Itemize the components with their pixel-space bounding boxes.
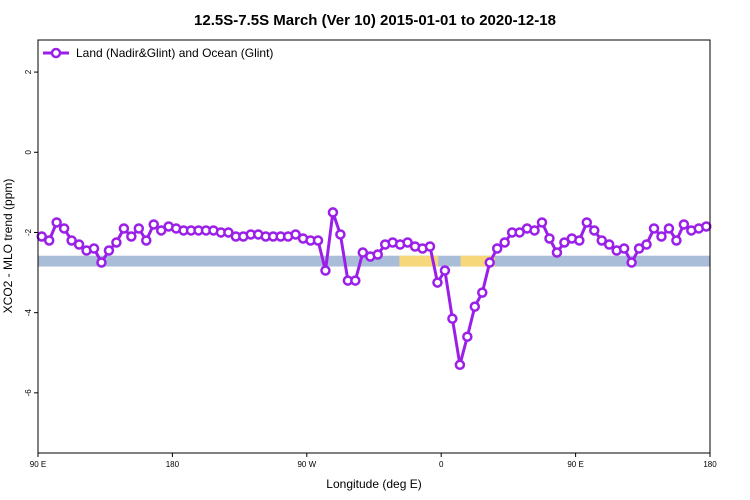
data-point: [320, 265, 331, 276]
data-point: [118, 223, 130, 234]
y-axis: 2 0 -2 -4 -6: [24, 69, 38, 396]
data-point: [469, 301, 481, 312]
data-point: [103, 245, 115, 256]
data-point: [155, 225, 167, 236]
data-point: [96, 257, 107, 268]
y-tick-label: -6: [24, 389, 33, 397]
data-point: [559, 237, 570, 248]
data-point: [603, 239, 615, 250]
chart-title: 12.5S-7.5S March (Ver 10) 2015-01-01 to …: [194, 12, 556, 29]
data-point: [88, 243, 100, 254]
data-point: [447, 313, 458, 324]
data-point: [701, 221, 712, 232]
data-point: [454, 359, 466, 371]
x-tick-label: 90 E: [30, 460, 46, 469]
data-point: [66, 235, 77, 246]
data-point: [484, 257, 495, 268]
data-point: [626, 257, 637, 268]
data-point: [357, 247, 369, 258]
x-axis-label: Longitude (deg E): [326, 477, 421, 491]
data-point: [596, 235, 607, 246]
land-band: [460, 255, 495, 267]
data-point: [491, 243, 503, 254]
data-point: [678, 219, 690, 230]
data-point: [133, 223, 145, 234]
data-point: [499, 237, 510, 248]
data-point: [51, 217, 62, 228]
data-point: [551, 247, 563, 258]
data-point: [73, 239, 85, 250]
y-tick-label: 2: [24, 69, 33, 74]
data-point: [633, 243, 645, 254]
y-tick-label: -2: [24, 228, 33, 236]
background-band: [38, 255, 710, 267]
data-point: [148, 219, 159, 230]
data-point: [514, 227, 525, 238]
data-point: [529, 225, 540, 236]
data-point: [581, 217, 593, 228]
data-point: [671, 235, 682, 246]
data-point: [656, 231, 667, 242]
y-tick-label: 0: [24, 149, 33, 154]
data-point: [335, 229, 346, 240]
data-point: [589, 225, 600, 236]
x-axis: 90 E 180 90 W 0 90 E 180: [30, 453, 717, 469]
data-series: [36, 207, 712, 371]
y-axis-label: XCO2 - MLO trend (ppm): [1, 179, 15, 314]
legend-marker-swatch: [50, 47, 62, 59]
data-point: [439, 265, 451, 276]
x-tick-label: 90 W: [297, 460, 316, 469]
data-point: [402, 237, 413, 248]
x-tick-label: 180: [166, 460, 180, 469]
legend-label: Land (Nadir&Glint) and Ocean (Glint): [76, 46, 273, 60]
x-tick-label: 0: [439, 460, 444, 469]
data-point: [141, 235, 152, 246]
data-point: [663, 223, 675, 234]
data-point: [618, 243, 630, 254]
data-point: [43, 235, 55, 246]
data-point: [544, 233, 555, 244]
ocean-band: [38, 255, 710, 267]
x-tick-label: 90 E: [567, 460, 583, 469]
data-point: [462, 331, 473, 342]
data-point: [126, 231, 137, 242]
data-point: [350, 275, 361, 286]
data-point: [111, 237, 122, 248]
data-point: [312, 235, 324, 246]
legend: Land (Nadir&Glint) and Ocean (Glint): [43, 46, 273, 60]
data-point: [424, 241, 436, 252]
data-point: [574, 235, 585, 246]
data-point: [641, 239, 652, 250]
data-point: [58, 223, 70, 234]
series-line: [40, 210, 707, 367]
data-point: [477, 287, 488, 298]
land-band: [399, 255, 439, 267]
data-point: [223, 227, 234, 238]
data-point: [648, 223, 660, 234]
x-tick-label: 180: [703, 460, 717, 469]
data-point: [290, 229, 301, 240]
data-point: [372, 249, 383, 260]
plot-frame: [37, 39, 711, 454]
data-point: [327, 207, 339, 218]
data-point: [536, 217, 548, 228]
data-point: [432, 277, 443, 288]
y-tick-label: -4: [24, 309, 33, 317]
